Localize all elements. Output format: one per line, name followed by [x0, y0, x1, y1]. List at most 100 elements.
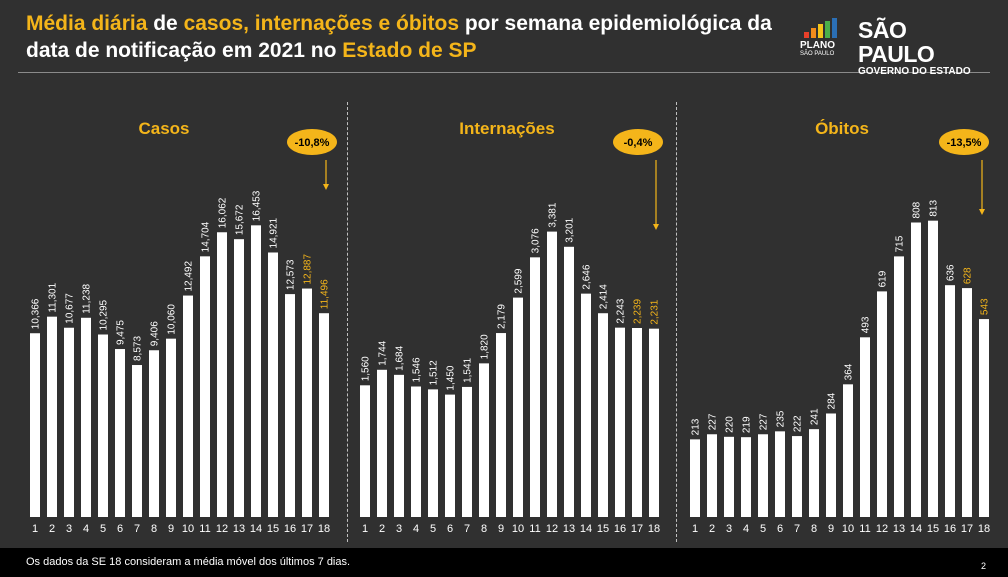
- data-label: 213: [691, 418, 702, 435]
- bar: [564, 246, 574, 518]
- x-tick-label: 5: [760, 523, 766, 535]
- x-tick-label: 14: [910, 523, 922, 535]
- data-label: 14,704: [201, 221, 212, 252]
- bar: [962, 288, 972, 517]
- bar: [149, 350, 159, 517]
- x-tick-label: 18: [978, 523, 990, 535]
- bar: [285, 294, 295, 517]
- bar: [81, 317, 91, 517]
- bar: [945, 285, 955, 517]
- x-tick-label: 9: [828, 523, 834, 535]
- data-label: 1,450: [446, 365, 457, 390]
- data-label: 219: [742, 416, 753, 433]
- data-label: 2,179: [497, 304, 508, 329]
- x-tick-label: 2: [709, 523, 715, 535]
- x-tick-label: 6: [447, 523, 453, 535]
- data-label: 241: [810, 408, 821, 425]
- plano-sao-paulo-logo: PLANO SÃO PAULO: [800, 18, 850, 58]
- data-label: 11,301: [48, 282, 59, 312]
- data-label: 2,243: [616, 298, 627, 323]
- x-tick-label: 4: [743, 523, 749, 535]
- bar: [581, 293, 591, 517]
- x-tick-label: 6: [117, 523, 123, 535]
- data-label: 2,646: [582, 264, 593, 289]
- change-badge-label: -13,5%: [947, 137, 982, 149]
- plano-bars-icon: [804, 18, 850, 38]
- bar: [496, 333, 506, 517]
- data-label: 10,295: [99, 299, 110, 330]
- bar: [360, 385, 370, 517]
- bar: [394, 374, 404, 517]
- bar: [928, 220, 938, 517]
- x-tick-label: 6: [777, 523, 783, 535]
- x-tick-label: 4: [413, 523, 419, 535]
- bar: [775, 431, 785, 517]
- x-tick-label: 1: [692, 523, 698, 535]
- chart-divider-1: [347, 102, 348, 542]
- x-tick-label: 2: [49, 523, 55, 535]
- bar: [462, 386, 472, 517]
- down-arrow-icon: [323, 184, 329, 190]
- data-label: 543: [980, 298, 991, 315]
- data-label: 1,744: [378, 340, 389, 365]
- bar: [319, 313, 329, 517]
- x-tick-label: 11: [859, 523, 870, 535]
- bar: [911, 222, 921, 517]
- x-tick-label: 16: [284, 523, 296, 535]
- bar: [632, 327, 642, 517]
- data-label: 1,560: [361, 356, 372, 381]
- data-label: 619: [878, 270, 889, 287]
- bar: [115, 349, 125, 517]
- chart-title: Internações: [459, 119, 554, 138]
- data-label: 628: [963, 267, 974, 284]
- x-tick-label: 9: [498, 523, 504, 535]
- x-tick-label: 11: [529, 523, 540, 535]
- bar: [217, 232, 227, 518]
- x-tick-label: 16: [614, 523, 626, 535]
- bar: [690, 439, 700, 517]
- data-label: 1,820: [480, 334, 491, 359]
- bar: [479, 363, 489, 517]
- x-tick-label: 13: [233, 523, 245, 535]
- x-tick-label: 18: [318, 523, 330, 535]
- title-divider: [18, 72, 990, 73]
- bar: [64, 327, 74, 517]
- data-label: 1,541: [463, 357, 474, 382]
- data-label: 16,062: [218, 197, 229, 228]
- bar: [860, 337, 870, 517]
- data-label: 12,887: [303, 254, 314, 285]
- bar: [183, 295, 193, 517]
- down-arrow-icon: [653, 224, 659, 230]
- data-label: 3,201: [565, 217, 576, 242]
- x-tick-label: 14: [580, 523, 592, 535]
- data-label: 9,406: [150, 321, 161, 346]
- page-title: Média diária de casos, internações e óbi…: [26, 10, 786, 64]
- x-tick-label: 17: [301, 523, 313, 535]
- bar: [530, 257, 540, 517]
- bar: [894, 256, 904, 517]
- data-label: 14,921: [269, 217, 280, 248]
- x-tick-label: 12: [216, 523, 228, 535]
- page-number: 2: [980, 561, 986, 571]
- chart-title: Óbitos: [815, 119, 869, 138]
- data-label: 3,381: [548, 202, 559, 227]
- bar: [513, 297, 523, 517]
- data-label: 235: [776, 410, 787, 427]
- x-tick-label: 7: [464, 523, 470, 535]
- data-label: 9,475: [116, 320, 127, 345]
- data-label: 227: [708, 413, 719, 430]
- x-tick-label: 3: [726, 523, 732, 535]
- data-label: 220: [725, 416, 736, 433]
- data-label: 2,231: [650, 299, 661, 324]
- data-label: 10,366: [31, 298, 42, 329]
- change-badge-label: -0,4%: [624, 137, 653, 149]
- data-label: 16,453: [252, 190, 263, 221]
- x-tick-label: 10: [842, 523, 854, 535]
- x-tick-label: 14: [250, 523, 262, 535]
- x-tick-label: 18: [648, 523, 660, 535]
- bar: [826, 413, 836, 517]
- bar: [547, 231, 557, 517]
- chart-title: Casos: [138, 119, 189, 138]
- data-label: 1,546: [412, 357, 423, 382]
